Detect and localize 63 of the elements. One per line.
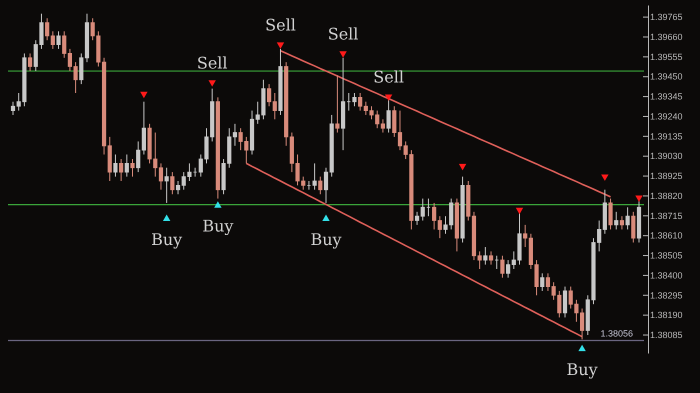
candlestick bbox=[170, 172, 174, 195]
point bbox=[578, 344, 586, 352]
y-tick-label: 1.38925 bbox=[650, 171, 683, 182]
line-series bbox=[246, 162, 583, 338]
candlestick bbox=[631, 211, 636, 243]
y-tick-label: 1.39240 bbox=[650, 111, 683, 122]
line-series bbox=[280, 50, 612, 198]
candlestick bbox=[620, 216, 624, 230]
y-tick-label: 1.38190 bbox=[650, 310, 683, 320]
candlestick bbox=[164, 167, 169, 204]
candlestick bbox=[113, 154, 118, 178]
data-label: Buy bbox=[202, 216, 234, 236]
y-tick-label: 1.38505 bbox=[650, 250, 683, 261]
candlestick bbox=[124, 154, 129, 178]
point bbox=[339, 51, 347, 58]
point bbox=[458, 164, 466, 170]
candlestick bbox=[312, 162, 317, 190]
candlestick bbox=[483, 246, 488, 266]
candlestick bbox=[352, 92, 357, 107]
data-label: Buy bbox=[310, 230, 342, 249]
y-tick-label: 1.39450 bbox=[650, 72, 683, 82]
point bbox=[162, 214, 170, 221]
y-tick-label: 1.39345 bbox=[650, 92, 683, 102]
data-label: Sell bbox=[196, 53, 228, 72]
point bbox=[384, 94, 392, 101]
y-tick-label: 1.38820 bbox=[650, 190, 683, 201]
data-label: Buy bbox=[566, 360, 598, 380]
data-label: Buy bbox=[151, 230, 182, 249]
candlestick bbox=[130, 158, 135, 178]
candlestick bbox=[540, 272, 544, 292]
candlestick bbox=[562, 286, 568, 318]
point bbox=[276, 42, 284, 49]
y-tick-label: 1.39660 bbox=[650, 32, 683, 42]
point bbox=[208, 80, 216, 87]
y-tick-label: 1.38610 bbox=[650, 230, 683, 241]
candlestick bbox=[500, 255, 505, 278]
data-label: Sell bbox=[265, 16, 296, 35]
point bbox=[322, 214, 330, 221]
point bbox=[635, 196, 643, 202]
candlestick bbox=[28, 52, 32, 72]
candlestick bbox=[335, 74, 340, 134]
candlestick bbox=[119, 158, 124, 182]
candlestick bbox=[56, 30, 61, 50]
candlestick bbox=[488, 250, 494, 266]
y-tick-label: 1.38085 bbox=[650, 330, 683, 340]
y-tick-label: 1.38400 bbox=[650, 270, 683, 280]
point bbox=[214, 201, 222, 208]
candlestick bbox=[614, 211, 618, 230]
point bbox=[516, 208, 524, 214]
ref-line-label: 1.38056 bbox=[600, 328, 633, 339]
data-label: Sell bbox=[373, 68, 404, 87]
candlestick bbox=[608, 198, 613, 230]
data-label: Sell bbox=[328, 24, 358, 44]
y-tick-label: 1.39135 bbox=[650, 131, 683, 142]
y-tick-label: 1.38715 bbox=[650, 210, 683, 221]
point bbox=[601, 174, 609, 181]
y-tick-label: 1.39765 bbox=[650, 12, 683, 22]
y-tick-label: 1.39555 bbox=[650, 52, 683, 62]
candlestick bbox=[318, 176, 322, 195]
y-tick-label: 1.39030 bbox=[650, 151, 683, 162]
candlestick bbox=[626, 206, 630, 230]
point bbox=[140, 92, 148, 98]
y-tick-label: 1.38295 bbox=[650, 290, 683, 300]
